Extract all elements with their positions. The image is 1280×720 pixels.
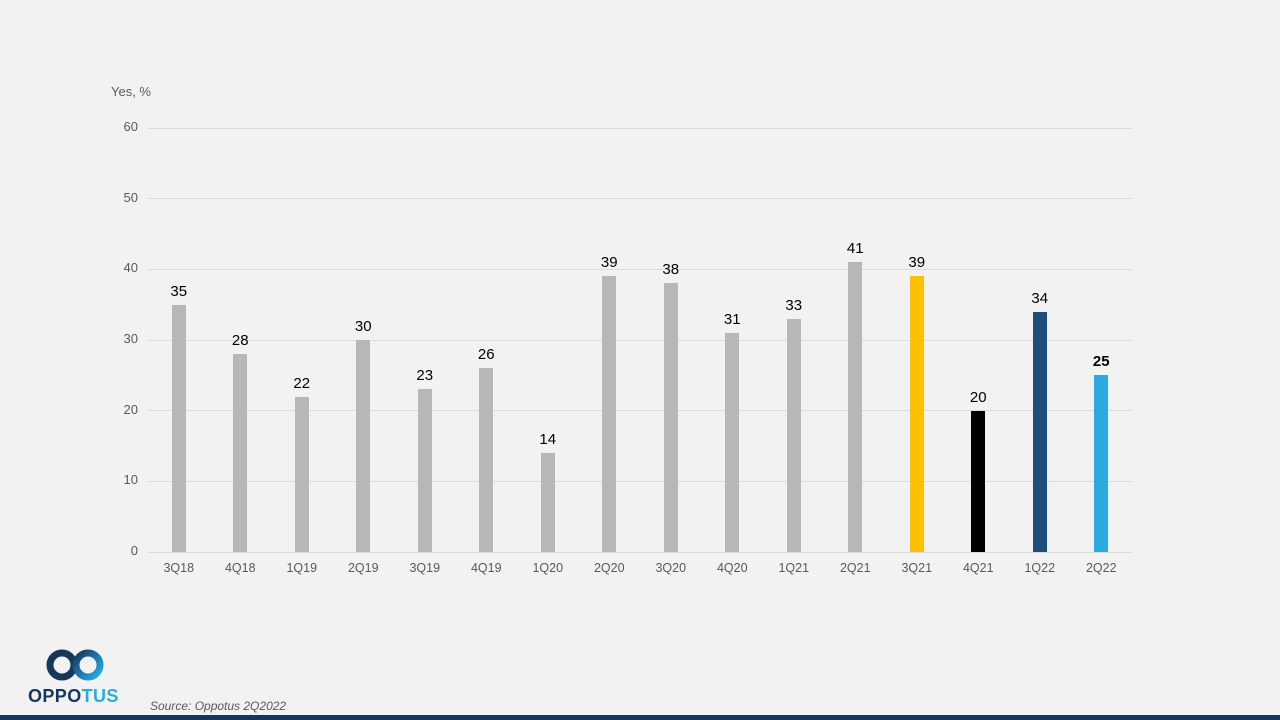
bar-value-label-3Q18: 35 — [170, 282, 188, 300]
bar-2Q19 — [356, 340, 371, 552]
bar-value-label-4Q21: 20 — [969, 388, 987, 406]
logo-text-primary: OPPO — [28, 686, 82, 706]
source-note: Source: Oppotus 2Q2022 — [150, 699, 287, 713]
oppotus-logo-text: OPPOTUS — [28, 686, 138, 707]
x-tick-label-2Q19: 2Q19 — [347, 561, 379, 575]
y-tick-label-10: 10 — [123, 472, 138, 488]
bar-value-label-2Q22: 25 — [1092, 353, 1110, 371]
y-axis-title: Yes, % — [111, 84, 151, 99]
bar-value-label-3Q20: 38 — [662, 261, 680, 279]
bar-chart-plot-area: 0 10 20 30 40 50 60 35 3Q18 28 4Q18 22 1Q19 30 2Q19 23 3… — [124, 119, 1133, 575]
bar-slot-4Q20: 31 4Q20 — [702, 128, 764, 575]
y-tick-label-50: 50 — [123, 189, 138, 205]
gridline-20 — [148, 410, 1132, 412]
bar-2Q20 — [602, 276, 617, 552]
gridline-30 — [148, 339, 1132, 341]
bar-value-label-1Q21: 33 — [785, 296, 803, 314]
bar-value-label-2Q21: 41 — [846, 240, 864, 258]
y-tick-label-20: 20 — [123, 401, 138, 417]
footer-accent-bar — [0, 715, 1280, 720]
bar-value-label-4Q18: 28 — [231, 332, 249, 350]
bar-4Q19 — [479, 368, 494, 552]
bar-3Q21 — [909, 276, 924, 552]
bar-slot-3Q19: 23 3Q19 — [394, 128, 456, 575]
bar-slot-3Q21: 39 3Q21 — [886, 128, 948, 575]
x-tick-label-3Q19: 3Q19 — [409, 561, 441, 575]
y-tick-label-30: 30 — [123, 331, 138, 346]
bar-1Q20 — [540, 453, 555, 552]
bar-slot-4Q19: 26 4Q19 — [456, 128, 518, 575]
gridline-10 — [148, 480, 1132, 482]
gridline-60 — [148, 127, 1132, 129]
bar-1Q19 — [294, 396, 309, 552]
bar-4Q20 — [725, 332, 740, 552]
bar-value-label-1Q22: 34 — [1031, 289, 1049, 307]
x-tick-label-4Q19: 4Q19 — [470, 561, 502, 575]
gridline-0 — [148, 551, 1132, 553]
x-tick-label-1Q22: 1Q22 — [1024, 561, 1056, 575]
bar-value-label-2Q20: 39 — [600, 254, 618, 272]
y-tick-label-40: 40 — [123, 260, 138, 276]
bar-slot-4Q21: 20 4Q21 — [948, 128, 1010, 575]
bar-slot-1Q19: 22 1Q19 — [271, 128, 333, 575]
bar-3Q19 — [417, 389, 432, 552]
bar-slot-4Q18: 28 4Q18 — [210, 128, 272, 575]
x-tick-label-3Q20: 3Q20 — [655, 561, 687, 575]
x-tick-label-2Q21: 2Q21 — [839, 561, 871, 575]
bar-2Q22 — [1094, 375, 1109, 552]
bar-3Q20 — [663, 283, 678, 552]
bar-value-label-3Q19: 23 — [416, 367, 434, 385]
bar-value-label-4Q19: 26 — [477, 346, 495, 364]
x-tick-label-2Q20: 2Q20 — [593, 561, 625, 575]
bar-1Q21 — [786, 318, 801, 552]
y-tick-label-0: 0 — [130, 543, 138, 558]
logo-text-secondary: TUS — [81, 686, 119, 706]
x-tick-label-4Q20: 4Q20 — [716, 561, 748, 575]
bar-4Q18 — [233, 354, 248, 552]
oppotus-logo-icon — [46, 649, 104, 681]
bar-value-label-1Q20: 14 — [539, 431, 557, 449]
x-tick-label-4Q18: 4Q18 — [224, 561, 256, 575]
bar-value-label-1Q19: 22 — [293, 374, 311, 392]
bar-slot-1Q20: 14 1Q20 — [517, 128, 579, 575]
x-tick-label-1Q21: 1Q21 — [778, 561, 810, 575]
bar-3Q18 — [171, 304, 186, 552]
gridline-50 — [148, 198, 1132, 200]
x-tick-label-1Q20: 1Q20 — [532, 561, 564, 575]
bar-2Q21 — [848, 262, 863, 552]
bar-slot-2Q20: 39 2Q20 — [579, 128, 641, 575]
y-tick-label-60: 60 — [123, 119, 138, 134]
bar-value-label-3Q21: 39 — [908, 254, 926, 272]
x-tick-label-1Q19: 1Q19 — [286, 561, 318, 575]
bar-slot-3Q20: 38 3Q20 — [640, 128, 702, 575]
oppotus-logo: OPPOTUS — [28, 648, 138, 707]
gridline-40 — [148, 268, 1132, 270]
bar-slot-2Q21: 41 2Q21 — [825, 128, 887, 575]
bar-1Q22 — [1032, 311, 1047, 552]
bar-slot-2Q19: 30 2Q19 — [333, 128, 395, 575]
bar-4Q21 — [971, 410, 986, 552]
bar-slot-1Q21: 33 1Q21 — [763, 128, 825, 575]
bar-slot-1Q22: 34 1Q22 — [1009, 128, 1071, 575]
x-tick-label-4Q21: 4Q21 — [962, 561, 994, 575]
x-tick-label-2Q22: 2Q22 — [1085, 561, 1117, 575]
bar-slot-3Q18: 35 3Q18 — [148, 128, 210, 575]
bar-value-label-4Q20: 31 — [723, 310, 741, 328]
bar-value-label-2Q19: 30 — [354, 318, 372, 335]
bar-slot-2Q22: 25 2Q22 — [1071, 128, 1133, 575]
x-tick-label-3Q18: 3Q18 — [163, 561, 195, 575]
x-tick-label-3Q21: 3Q21 — [901, 561, 933, 575]
